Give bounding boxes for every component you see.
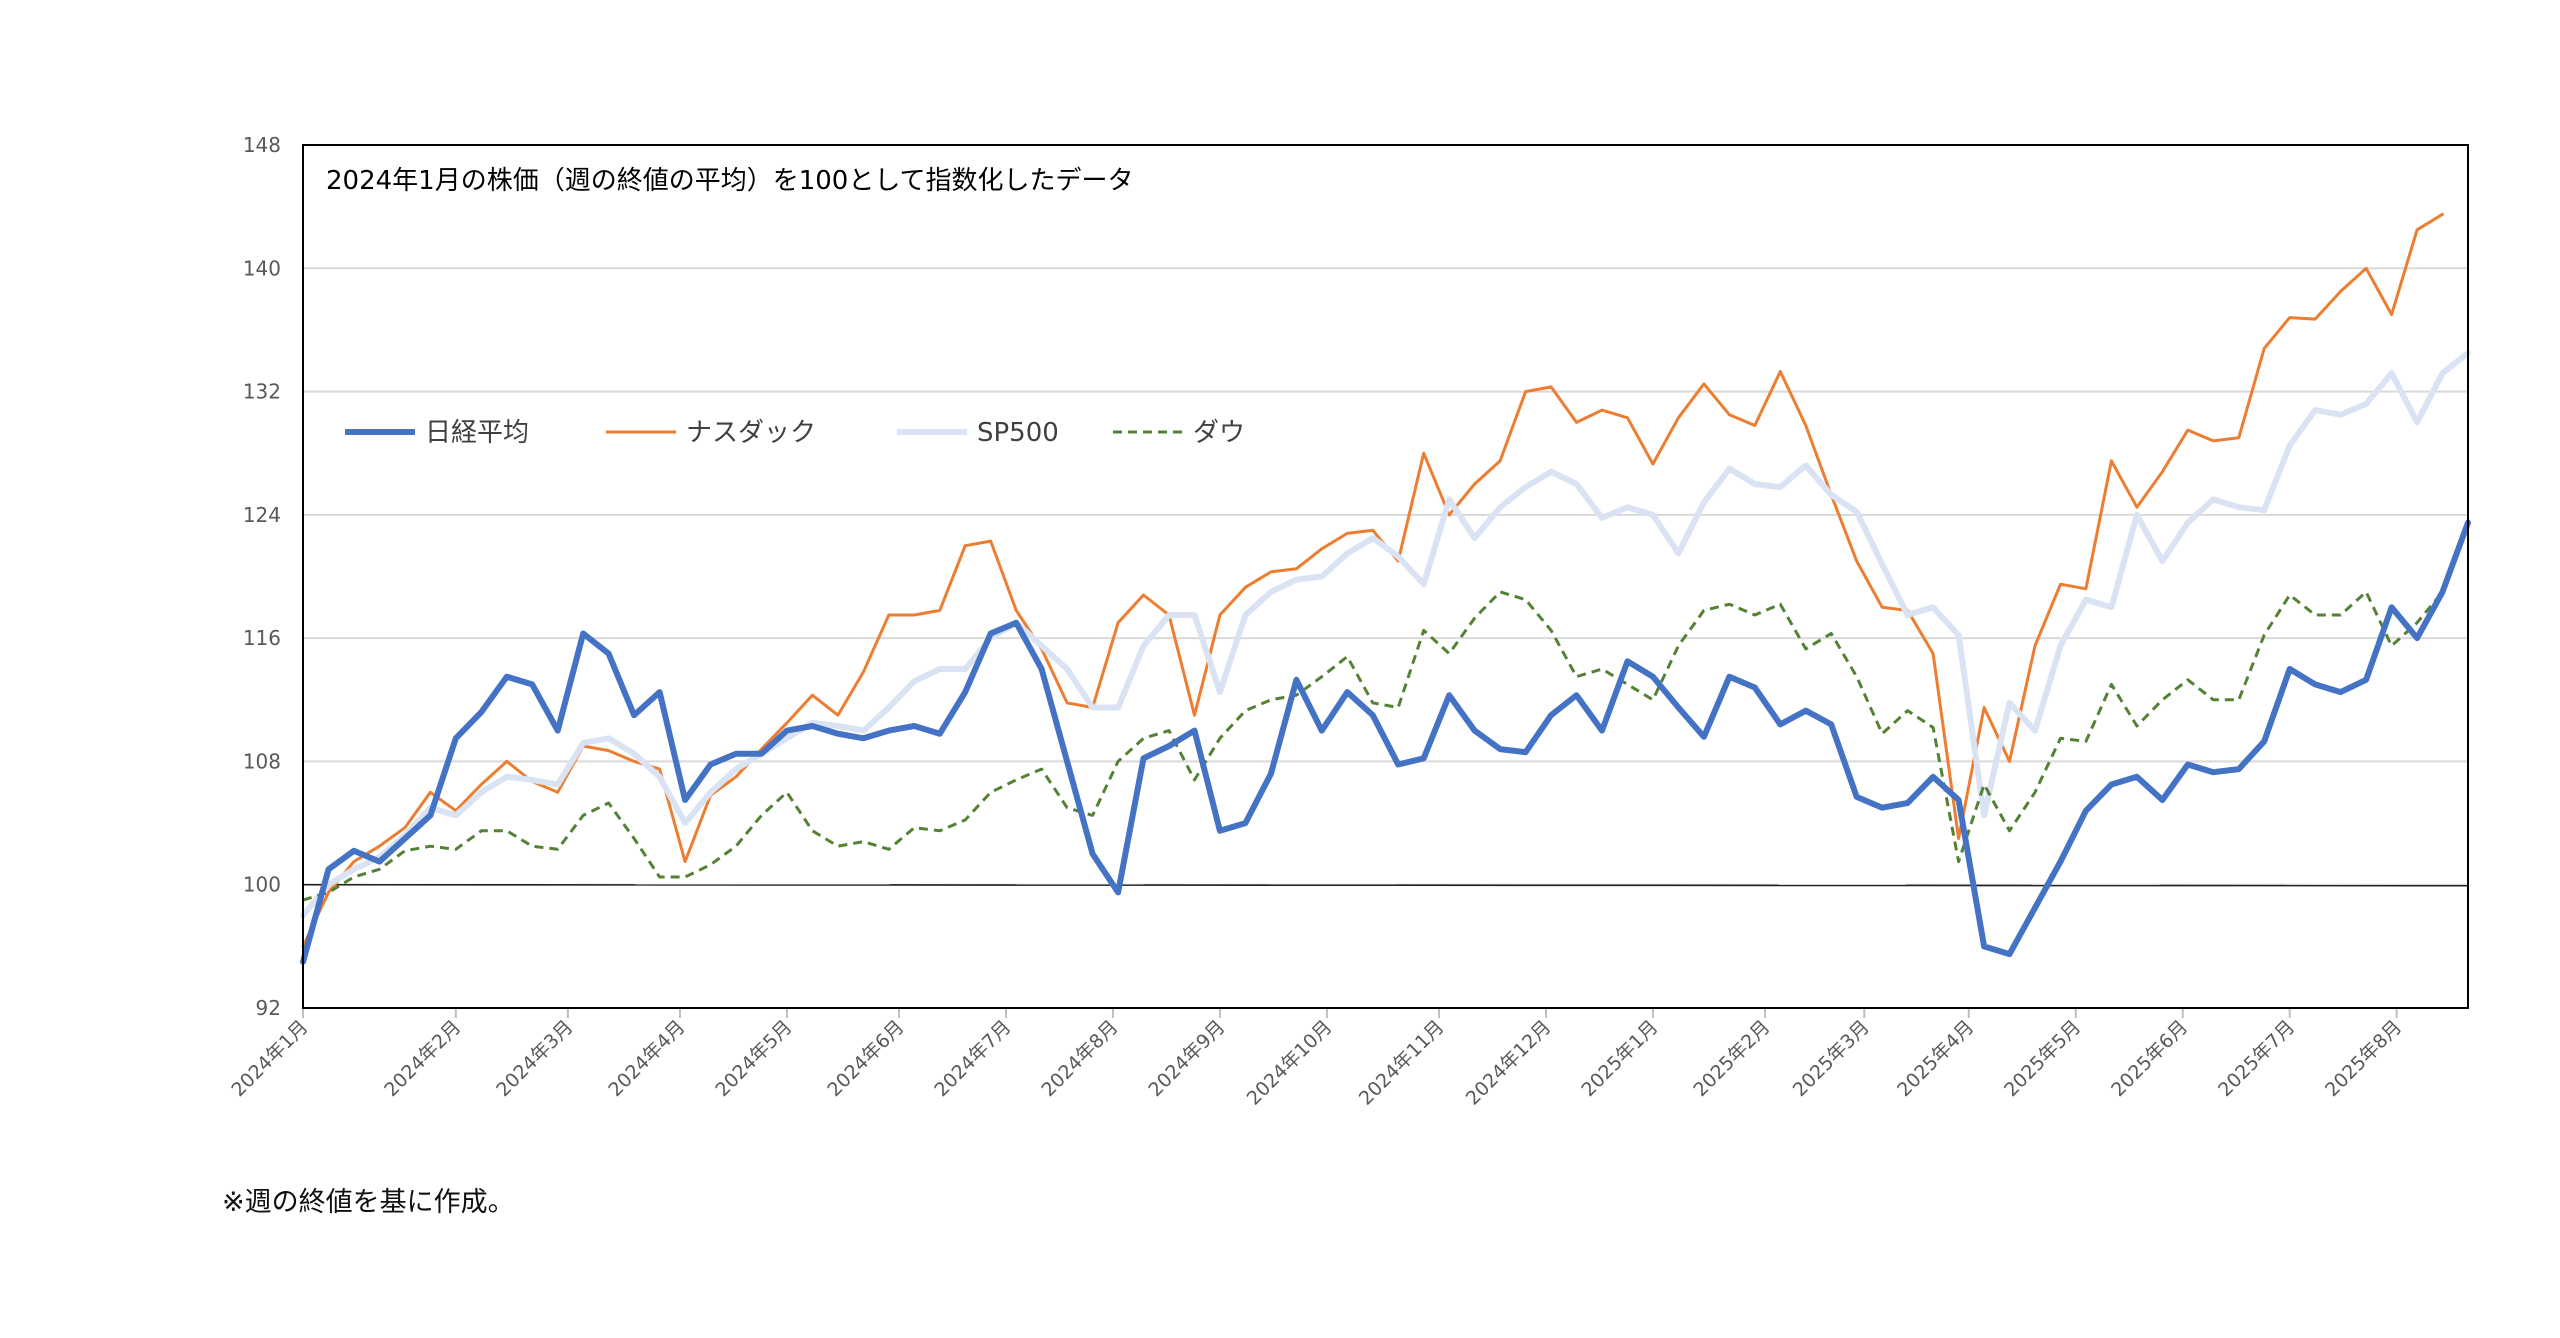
series-line-dow bbox=[302, 590, 2444, 902]
y-tick-label: 116 bbox=[243, 626, 281, 650]
y-tick-label: 132 bbox=[243, 380, 281, 404]
y-tick-label: 124 bbox=[243, 503, 281, 527]
x-tick-label: 2025年2月 bbox=[1689, 1016, 1774, 1101]
x-tick-label: 2024年11月 bbox=[1355, 1016, 1449, 1110]
x-tick-label: 2025年1月 bbox=[1577, 1016, 1662, 1101]
x-tick-label: 2024年4月 bbox=[604, 1016, 689, 1101]
series-line-sp500 bbox=[300, 350, 2471, 919]
x-tick-label: 2024年2月 bbox=[380, 1016, 465, 1101]
x-tick-label: 2024年10月 bbox=[1243, 1016, 1337, 1110]
baseline-100 bbox=[302, 883, 2469, 887]
x-tick-label: 2024年9月 bbox=[1144, 1016, 1229, 1101]
chart-title: 2024年1月の株価（週の終値の平均）を100として指数化したデータ bbox=[326, 166, 1134, 196]
x-tick-label: 2024年6月 bbox=[823, 1016, 908, 1101]
y-axis-ticks: 92 100 108 116 124 132 140 148 bbox=[243, 133, 281, 1020]
y-tick-label: 108 bbox=[243, 749, 281, 773]
x-tick-label: 2024年8月 bbox=[1037, 1016, 1122, 1101]
x-axis-ticks: 2024年1月 2024年2月 2024年3月 2024年4月 2024年5月 2024年… bbox=[227, 1008, 2406, 1110]
x-tick-label: 2025年5月 bbox=[2000, 1016, 2085, 1101]
series-line-nasdaq bbox=[301, 212, 2444, 948]
x-tick-label: 2024年1月 bbox=[227, 1016, 312, 1101]
y-tick-label: 148 bbox=[243, 133, 281, 157]
legend-label-sp500: SP500 bbox=[977, 418, 1059, 448]
x-tick-label: 2024年3月 bbox=[492, 1016, 577, 1101]
x-tick-label: 2025年6月 bbox=[2107, 1016, 2192, 1101]
y-tick-label: 92 bbox=[256, 996, 281, 1020]
series-line-nikkei bbox=[300, 519, 2471, 965]
legend-label-dow: ダウ bbox=[1193, 418, 1245, 448]
x-tick-label: 2025年3月 bbox=[1789, 1016, 1874, 1101]
x-tick-label: 2024年7月 bbox=[930, 1016, 1015, 1101]
legend: 日経平均 ナスダック SP500 ダウ bbox=[345, 418, 1245, 448]
x-tick-label: 2025年7月 bbox=[2214, 1016, 2299, 1101]
y-tick-label: 140 bbox=[243, 256, 281, 280]
legend-label-nasdaq: ナスダック bbox=[686, 418, 816, 448]
x-tick-label: 2024年12月 bbox=[1462, 1016, 1556, 1110]
gridlines bbox=[303, 144, 2468, 1009]
series-lines bbox=[300, 212, 2471, 965]
legend-label-nikkei: 日経平均 bbox=[425, 418, 529, 448]
x-tick-label: 2024年5月 bbox=[711, 1016, 796, 1101]
plot-area-border bbox=[302, 144, 2469, 1009]
x-tick-label: 2025年4月 bbox=[1893, 1016, 1978, 1101]
footnote: ※週の終値を基に作成。 bbox=[222, 1187, 515, 1218]
y-tick-label: 100 bbox=[243, 873, 281, 897]
x-tick-label: 2025年8月 bbox=[2321, 1016, 2406, 1101]
